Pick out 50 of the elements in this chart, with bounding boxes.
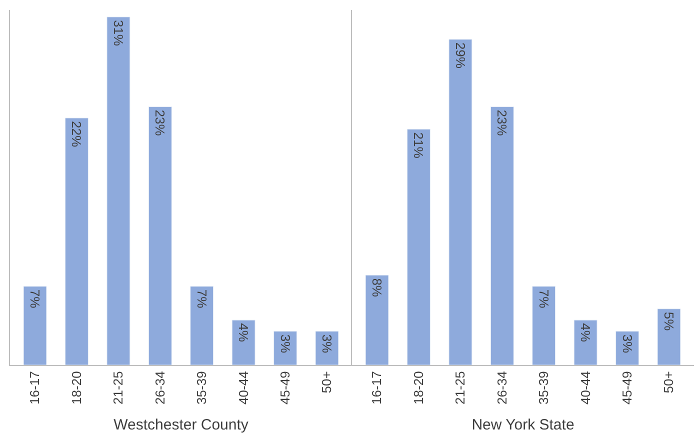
data-label: 3%	[278, 334, 293, 354]
x-tick-label: 35-39	[194, 371, 210, 404]
data-label: 8%	[370, 278, 385, 298]
bar	[315, 331, 339, 365]
x-tick-label: 50+	[319, 371, 334, 394]
x-tick-label: 18-20	[68, 371, 84, 404]
bar	[407, 128, 430, 365]
data-label: 29%	[452, 42, 468, 69]
data-label: 31%	[110, 20, 126, 46]
bar	[365, 274, 389, 365]
x-tick-label: 21-25	[452, 371, 468, 404]
data-label: 7%	[28, 289, 43, 309]
bar	[274, 331, 297, 365]
x-axis-title: Westchester County	[114, 416, 249, 434]
x-tick-label: 40-44	[578, 371, 593, 404]
bar	[657, 308, 681, 365]
bar	[190, 286, 214, 365]
bar	[232, 320, 256, 365]
x-tick-label: 16-17	[369, 371, 384, 404]
x-tick-label: 16-17	[27, 371, 42, 404]
x-tick-label: 50+	[661, 371, 676, 394]
bar	[106, 16, 130, 365]
bar	[65, 118, 88, 365]
x-tick-label: 45-49	[619, 371, 634, 404]
x-tick-label: 18-20	[410, 371, 426, 404]
data-label: 23%	[494, 110, 510, 136]
data-label: 7%	[536, 289, 552, 309]
data-label: 7%	[194, 289, 210, 309]
data-label: 3%	[620, 334, 635, 354]
x-tick-label: 21-25	[110, 371, 126, 404]
data-label: 5%	[661, 312, 676, 332]
data-label: 4%	[578, 323, 594, 342]
x-tick-label: 40-44	[236, 371, 251, 404]
bar	[532, 286, 556, 365]
x-tick-label: 35-39	[536, 371, 552, 404]
x-tick-label: 26-34	[152, 371, 168, 404]
data-label: 3%	[319, 334, 334, 354]
bar	[23, 286, 47, 365]
x-tick-label: 45-49	[277, 371, 292, 404]
bar	[616, 331, 639, 365]
bar	[490, 106, 514, 365]
data-label: 21%	[411, 132, 426, 159]
x-tick-label: 26-34	[494, 371, 510, 404]
data-label: 4%	[236, 323, 252, 342]
data-label: 23%	[152, 110, 168, 136]
bar	[574, 320, 598, 365]
bar	[148, 106, 172, 365]
x-axis-title: New York State	[472, 416, 574, 434]
data-label: 22%	[69, 121, 84, 148]
bar	[448, 39, 472, 365]
